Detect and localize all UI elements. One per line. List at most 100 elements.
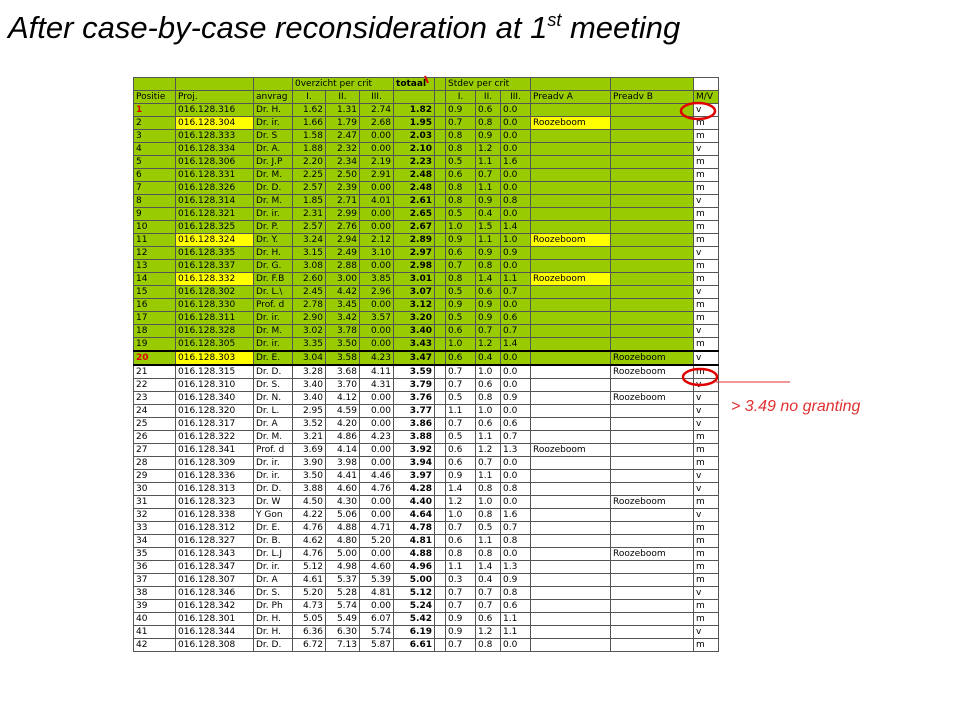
cell: Roozeboom [610,495,695,509]
cell: 1.95 [393,116,436,130]
cell: 3.92 [393,443,436,457]
cell: Roozeboom [530,116,612,130]
cell [610,508,695,522]
cell: v [693,417,720,431]
cell [610,285,695,299]
cell: m [693,155,720,169]
cell: 2.48 [393,181,436,195]
cell [610,220,695,234]
table-row: 29 016.128.336 Dr. ir. 3.50 4.41 4.46 3.97 0.9 1… [133,469,720,483]
cell: 3.90 [292,456,326,470]
cell: 0.0 [500,350,532,366]
cell: 3.88 [292,482,326,496]
cell: 2.49 [325,246,360,260]
cell: 3.43 [393,337,436,352]
cell: 2.25 [292,168,326,182]
cell: 42 [133,638,176,652]
cell: 2.20 [292,155,326,169]
cell: Dr. D. [253,181,293,195]
cell: 1.0 [445,220,477,234]
cell: 10 [133,220,176,234]
cell: 0.7 [475,599,502,613]
cell: 2.98 [393,259,436,273]
cell [530,181,612,195]
cell: Roozeboom [530,443,612,457]
cell: 5.28 [325,586,360,600]
table-row: 8 016.128.314 Dr. M. 1.85 2.71 4.01 2.61 0.8 0.9… [133,194,720,208]
cell [530,311,612,325]
cell: m [693,311,720,325]
cell: 0.00 [358,547,395,561]
cell: Dr. D. [253,364,293,379]
cell: Roozeboom [530,272,612,286]
column-header: Positie [133,90,176,104]
cell: 21 [133,364,176,379]
spacer-cell [434,495,447,509]
cell: 7.13 [325,638,360,652]
cell [530,625,612,639]
cell [530,259,612,273]
cell: 3.50 [325,337,360,352]
cell: 2.61 [393,194,436,208]
table-row: 23 016.128.340 Dr. N. 3.40 4.12 0.00 3.76 0.5 0.… [133,391,720,405]
cell: 6.07 [358,612,395,626]
cell: 4.60 [358,560,395,574]
cell: Dr. M. [253,430,293,444]
cell: 016.128.323 [175,495,254,509]
cell: 4.98 [325,560,360,574]
cell: 2.96 [358,285,395,299]
spacer-cell [434,285,447,299]
cell: 016.128.324 [175,233,254,247]
cell: 3.08 [292,259,326,273]
cell: 19 [133,337,176,352]
table-row: 20 016.128.303 Dr. E. 3.04 3.58 4.23 3.47 0.6 0.… [133,350,720,366]
table-row: 17 016.128.311 Dr. ir. 2.90 3.42 3.57 3.20 0.5 0… [133,311,720,325]
cell [610,259,695,273]
cell: 38 [133,586,176,600]
cell: m [693,612,720,626]
cell: 016.128.313 [175,482,254,496]
header-cell [693,77,720,91]
cell: v [693,350,720,366]
cell: 0.5 [445,430,477,444]
cell [530,456,612,470]
cell: 0.9 [445,469,477,483]
cell: 3.10 [358,246,395,260]
cell: 0.9 [445,612,477,626]
cell: 1.4 [475,272,502,286]
cell: 16 [133,298,176,312]
table-row: 26 016.128.322 Dr. M. 3.21 4.86 4.23 3.88 0.5 1.… [133,430,720,444]
column-header: III. [358,90,395,104]
cell: 3.01 [393,272,436,286]
cell: 1.31 [325,103,360,117]
cell: 2.76 [325,220,360,234]
cell: 1.1 [500,612,532,626]
spacer-cell [434,638,447,652]
cell: 22 [133,378,176,392]
cell: 0.00 [358,142,395,156]
spacer-cell [434,573,447,587]
cell: 1.0 [500,233,532,247]
table-body: 0verzicht per crit totaal Stdev per crit Po… [133,77,720,652]
cell: 0.0 [500,298,532,312]
cell: 0.00 [358,443,395,457]
cell: 016.128.316 [175,103,254,117]
cell: 0.8 [445,547,477,561]
cell: Dr. W [253,495,293,509]
cell: Prof. d [253,298,293,312]
cell: 016.128.342 [175,599,254,613]
cell: 0.4 [475,207,502,221]
cell: 5.49 [325,612,360,626]
cell: 6.61 [393,638,436,652]
cell: 3.04 [292,350,326,366]
cell: m [693,272,720,286]
cell: m [693,129,720,143]
cell: 0.6 [475,103,502,117]
cell: 1.1 [445,404,477,418]
cell: 3.97 [393,469,436,483]
cell [530,103,612,117]
cell: 0.6 [475,285,502,299]
cell: 2.23 [393,155,436,169]
cell: 4.88 [393,547,436,561]
spacer-cell [434,482,447,496]
